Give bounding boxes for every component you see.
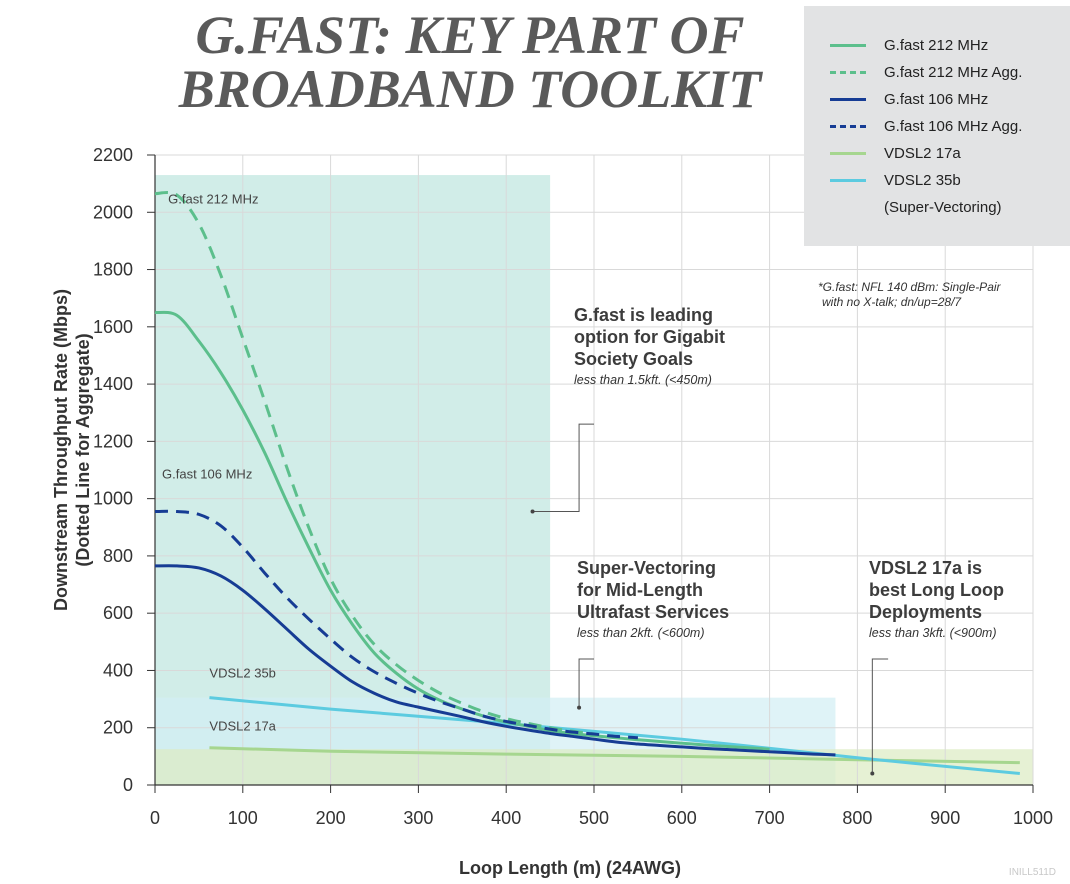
x-tick-label: 1000 [1013,808,1053,828]
legend-label: G.fast 212 MHz [884,37,989,54]
title-line-2: BROADBAND TOOLKIT [178,59,762,119]
legend-swatch [830,152,866,155]
x-tick-label: 200 [316,808,346,828]
y-tick-label: 1800 [93,260,133,280]
legend-item: VDSL2 35b [830,167,1070,194]
series-line-g-fast-212-mhz-agg [154,190,595,736]
x-tick-label: 100 [228,808,258,828]
annotation-super-vectoring: Super-Vectoring for Mid-Length Ultrafast… [577,557,729,640]
curve-label: G.fast 106 MHz [162,467,252,482]
curve-label: VDSL2 35b [209,666,276,681]
annotation-heading: G.fast is leading option for Gigabit Soc… [574,305,725,369]
legend-item: G.fast 212 MHz [830,32,1070,59]
legend-label: VDSL2 17a [884,145,961,162]
y-tick-label: 2000 [93,202,133,222]
callout-dot-1 [577,705,582,710]
y-tick-label: 1200 [93,431,133,451]
y-tick-label: 800 [103,546,133,566]
y-tick-label: 1000 [93,489,133,509]
legend-item: G.fast 106 MHz Agg. [830,113,1070,140]
callout-dot-0 [530,509,535,514]
x-tick-label: 0 [150,808,160,828]
y-tick-label: 1400 [93,374,133,394]
x-tick-label: 500 [579,808,609,828]
legend-swatch [830,98,866,101]
legend-extra-line: (Super-Vectoring) [884,199,1002,216]
x-tick-label: 700 [755,808,785,828]
series-line-g-fast-212-mhz [154,310,770,751]
legend-label: VDSL2 35b [884,172,961,189]
legend-label: G.fast 212 MHz Agg. [884,64,1023,81]
annotation-gigabit: G.fast is leading option for Gigabit Soc… [574,304,725,387]
y-tick-label: 200 [103,718,133,738]
x-axis-label: Loop Length (m) (24AWG) [459,858,681,878]
legend-label: G.fast 106 MHz Agg. [884,118,1023,135]
callout-line-0 [532,423,594,513]
callout-line-1 [578,658,594,708]
y-tick-label: 400 [103,660,133,680]
callout-dot-2 [870,771,875,776]
curve-label: VDSL2 17a [209,719,276,734]
y-tick-label: 0 [123,775,133,795]
y-tick-label: 1600 [93,317,133,337]
legend-item: G.fast 212 MHz Agg. [830,59,1070,86]
x-tick-label: 300 [403,808,433,828]
series-line-g-fast-106-mhz-agg [154,509,638,740]
x-tick-label: 900 [930,808,960,828]
x-tick-label: 600 [667,808,697,828]
x-tick-label: 400 [491,808,521,828]
annotation-heading: VDSL2 17a is best Long Loop Deployments [869,558,1004,622]
legend-item: VDSL2 17a [830,140,1070,167]
legend-item: G.fast 106 MHz [830,86,1070,113]
title-line-1: G.FAST: KEY PART OF [195,5,745,65]
annotation-heading: Super-Vectoring for Mid-Length Ultrafast… [577,558,730,622]
callout-line-2 [871,658,889,774]
page-title: G.FAST: KEY PART OF BROADBAND TOOLKIT [120,8,820,116]
legend-label: G.fast 106 MHz [884,91,989,108]
annotation-subtext: less than 1.5kft. (<450m) [574,373,712,387]
x-tick-label: 800 [842,808,872,828]
legend-swatch [830,44,866,47]
series-line-vdsl2-35b [209,696,1020,776]
footnote-line-1: *G.fast: NFL 140 dBm: Single-Pair [818,280,1001,294]
legend-swatch [830,179,866,182]
footnote-line-2: with no X-talk; dn/up=28/7 [822,295,962,309]
legend: G.fast 212 MHz G.fast 212 MHz Agg. G.fast … [804,6,1070,246]
annotation-subtext: less than 3kft. (<900m) [869,626,997,640]
y-tick-label: 600 [103,603,133,623]
image-code: INILL511D [1008,867,1056,878]
legend-swatch [830,71,866,74]
annotation-vdsl2-17a: VDSL2 17a is best Long Loop Deployments … [869,557,1004,640]
annotation-subtext: less than 2kft. (<600m) [577,626,705,640]
legend-swatch [830,125,866,128]
series-line-g-fast-106-mhz [154,564,836,757]
y-axis-label: Downstream Throughput Rate (Mbps) (Dotte… [51,289,93,611]
curve-label: G.fast 212 MHz [168,192,258,207]
y-tick-label: 2200 [93,145,133,165]
footnote: *G.fast: NFL 140 dBm: Single-Pair with n… [818,280,1058,310]
